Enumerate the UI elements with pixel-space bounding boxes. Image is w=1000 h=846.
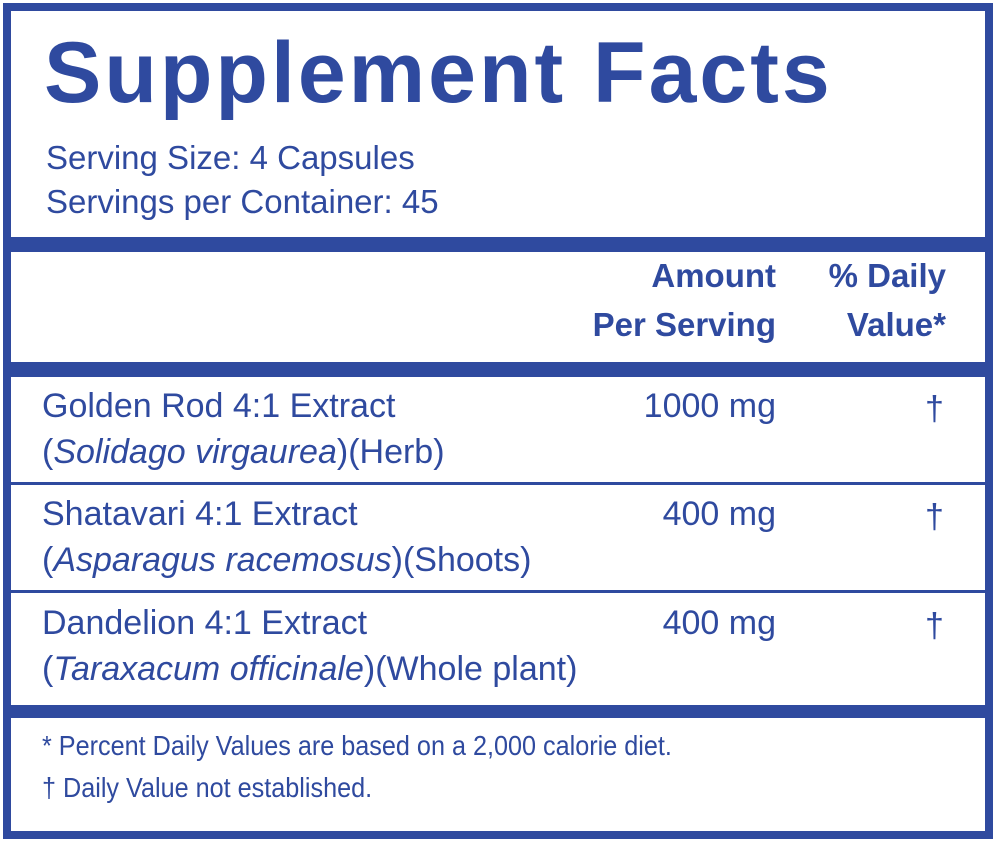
- ingredient-dv: †: [925, 498, 944, 536]
- servings-per-container: Servings per Container: 45: [46, 183, 439, 220]
- ingredient-dv: †: [925, 390, 944, 428]
- ingredient-name: Golden Rod 4:1 Extract: [42, 387, 396, 425]
- ingredient-name: Shatavari 4:1 Extract: [42, 495, 358, 533]
- header-dv-2: Value*: [846, 306, 946, 343]
- divider-thin: [3, 482, 993, 485]
- footnote-percent-dv: * Percent Daily Values are based on a 2,…: [42, 730, 672, 761]
- ingredient-source: (Solidago virgaurea)(Herb): [42, 433, 445, 471]
- label-title: Supplement Facts: [44, 25, 833, 121]
- divider-thick: [3, 237, 993, 252]
- divider-thick: [3, 705, 993, 718]
- header-amount-2: Per Serving: [592, 306, 776, 343]
- divider-thin: [3, 590, 993, 593]
- header-amount-1: Amount: [651, 257, 776, 294]
- ingredient-dv: †: [925, 607, 944, 645]
- serving-size: Serving Size: 4 Capsules: [46, 139, 415, 176]
- ingredient-source: (Asparagus racemosus)(Shoots): [42, 541, 532, 579]
- footnote-dagger: † Daily Value not established.: [42, 772, 373, 803]
- ingredient-amount: 1000 mg: [643, 387, 776, 425]
- divider-thick: [3, 362, 993, 377]
- label-border: [3, 3, 993, 839]
- header-dv-1: % Daily: [828, 257, 946, 294]
- ingredient-name: Dandelion 4:1 Extract: [42, 604, 368, 642]
- ingredient-source: (Taraxacum officinale)(Whole plant): [42, 650, 578, 688]
- ingredient-amount: 400 mg: [662, 495, 776, 533]
- ingredient-amount: 400 mg: [662, 604, 776, 642]
